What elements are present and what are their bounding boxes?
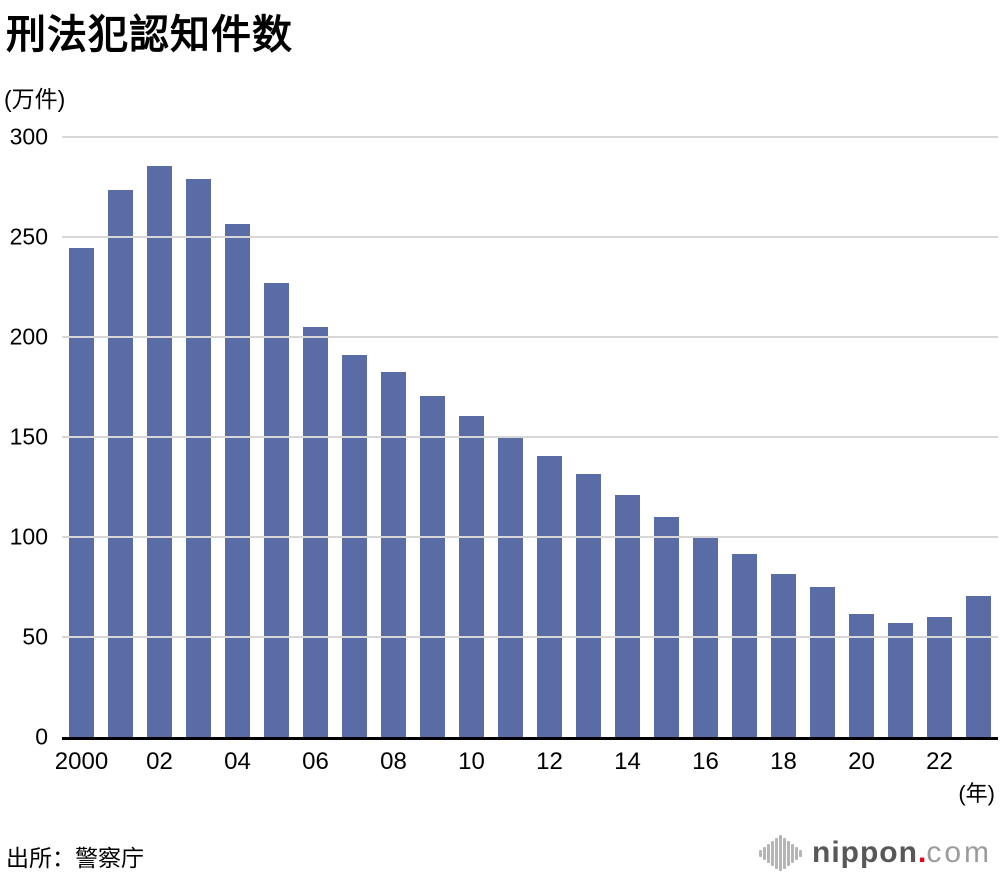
y-tick-label-150: 150 — [9, 423, 48, 450]
gridline-50 — [62, 636, 998, 638]
bar-2010 — [459, 416, 484, 737]
x-tick-label-18: 18 — [770, 748, 797, 775]
bar-series — [62, 137, 998, 737]
bar-slot-2006 — [296, 137, 335, 737]
x-tick-label-20: 20 — [848, 748, 875, 775]
bar-2021 — [888, 623, 913, 737]
y-tick-label-250: 250 — [9, 223, 48, 250]
bar-2022 — [927, 616, 952, 737]
x-tick-label-10: 10 — [458, 748, 485, 775]
bar-2002 — [147, 166, 172, 737]
bar-2001 — [108, 189, 133, 737]
source-note: 出所：警察庁 — [6, 845, 144, 871]
bar-2023 — [966, 596, 991, 737]
bar-slot-2021 — [881, 137, 920, 737]
bar-2015 — [654, 517, 679, 737]
y-axis-unit-label: (万件) — [4, 86, 66, 112]
page-title: 刑法犯認知件数 — [6, 13, 293, 57]
bar-slot-2020 — [842, 137, 881, 737]
x-tick-label-16: 16 — [692, 748, 719, 775]
bar-slot-2010 — [452, 137, 491, 737]
bar-2007 — [342, 355, 367, 737]
y-tick-label-0: 0 — [35, 723, 48, 750]
bar-2019 — [810, 587, 835, 737]
x-tick-label-06: 06 — [302, 748, 329, 775]
bar-2018 — [771, 573, 796, 737]
gridline-250 — [62, 236, 998, 238]
bar-slot-2018 — [764, 137, 803, 737]
x-axis-unit-label: (年) — [958, 781, 995, 806]
gridline-300 — [62, 136, 998, 138]
soundwave-icon — [759, 833, 803, 873]
y-tick-label-100: 100 — [9, 523, 48, 550]
gridline-100 — [62, 536, 998, 538]
bar-slot-2013 — [569, 137, 608, 737]
logo-dot: . — [917, 836, 927, 869]
bar-2000 — [69, 248, 94, 737]
bar-slot-2014 — [608, 137, 647, 737]
bar-2009 — [420, 396, 445, 737]
bar-2011 — [498, 436, 523, 737]
x-tick-label-04: 04 — [224, 748, 251, 775]
bar-slot-2009 — [413, 137, 452, 737]
bar-2004 — [225, 224, 250, 737]
bar-slot-2017 — [725, 137, 764, 737]
bar-slot-2005 — [257, 137, 296, 737]
x-tick-label-08: 08 — [380, 748, 407, 775]
bar-slot-2012 — [530, 137, 569, 737]
logo-text-nippon: nippon — [812, 836, 918, 869]
x-tick-label-14: 14 — [614, 748, 641, 775]
x-tick-label-22: 22 — [926, 748, 953, 775]
x-tick-label-12: 12 — [536, 748, 563, 775]
bar-2020 — [849, 614, 874, 737]
bar-2013 — [576, 474, 601, 737]
bar-slot-2004 — [218, 137, 257, 737]
plot-area — [62, 136, 998, 740]
bar-2012 — [537, 456, 562, 737]
gridline-200 — [62, 336, 998, 338]
bar-2017 — [732, 554, 757, 737]
x-tick-label-2000: 2000 — [54, 748, 109, 775]
bar-2006 — [303, 326, 328, 737]
bar-slot-2011 — [491, 137, 530, 737]
bar-2014 — [615, 494, 640, 737]
bar-slot-2019 — [803, 137, 842, 737]
bar-slot-2003 — [179, 137, 218, 737]
bar-slot-2007 — [335, 137, 374, 737]
bar-2003 — [186, 179, 211, 737]
nippon-logo: nippon . com — [759, 833, 992, 873]
y-tick-label-50: 50 — [22, 623, 48, 650]
bar-slot-2008 — [374, 137, 413, 737]
y-tick-label-300: 300 — [9, 123, 48, 150]
bar-slot-2000 — [62, 137, 101, 737]
bar-2005 — [264, 283, 289, 737]
logo-text-com: com — [926, 836, 992, 869]
bar-slot-2023 — [959, 137, 998, 737]
bar-slot-2015 — [647, 137, 686, 737]
bar-slot-2001 — [101, 137, 140, 737]
x-tick-label-02: 02 — [146, 748, 173, 775]
y-tick-label-200: 200 — [9, 323, 48, 350]
gridline-150 — [62, 436, 998, 438]
bar-2008 — [381, 371, 406, 737]
bar-slot-2002 — [140, 137, 179, 737]
